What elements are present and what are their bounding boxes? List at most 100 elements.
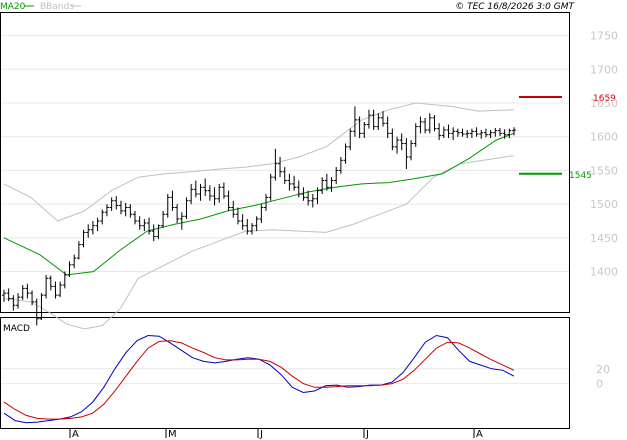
ohlc-bar	[67, 261, 72, 277]
bband-lower-line	[3, 155, 515, 330]
ohlc-bar	[109, 197, 114, 211]
ohlc-bar	[469, 128, 474, 139]
ohlc-bar	[306, 190, 311, 206]
ohlc-bar	[179, 212, 184, 230]
ohlc-bar	[455, 128, 460, 137]
ohlc-bar	[72, 254, 77, 269]
price-tick-label: 1450	[590, 232, 618, 245]
ohlc-bar	[488, 129, 493, 139]
ohlc-bar	[292, 175, 297, 191]
ohlc-bar	[151, 224, 156, 242]
ohlc-bar	[413, 123, 418, 147]
bollinger-bands	[3, 102, 515, 330]
ohlc-bar	[95, 217, 100, 232]
ohlc-bar	[437, 123, 442, 141]
ohlc-bar	[226, 190, 231, 211]
ohlc-bar	[259, 204, 264, 224]
macd-gridlines	[1, 368, 569, 385]
ohlc-bar	[348, 128, 353, 151]
month-label: J	[259, 429, 263, 440]
ohlc-bar	[235, 207, 240, 225]
ohlc-bar	[39, 293, 44, 321]
ohlc-bar	[30, 290, 35, 306]
ohlc-bar	[184, 197, 189, 219]
ohlc-bar	[273, 148, 278, 181]
macd-y-axis: 200	[596, 363, 610, 391]
ohlc-bar	[147, 217, 152, 235]
ohlc-bar	[460, 128, 465, 137]
ohlc-bar	[118, 200, 123, 215]
ohlc-bar	[240, 214, 245, 230]
ohlc-bar	[427, 113, 432, 134]
ohlc-bar	[446, 124, 451, 139]
support-label: 1545	[569, 171, 592, 181]
support-resistance-levels: 1659 1545	[519, 94, 616, 181]
legend-bbands: BBands	[40, 2, 74, 12]
ohlc-bar	[371, 109, 376, 130]
ohlc-bar	[497, 127, 502, 137]
ohlc-bar	[189, 183, 194, 205]
ohlc-bar	[512, 127, 516, 136]
month-label: M	[168, 429, 177, 440]
ohlc-bar	[11, 295, 16, 311]
ohlc-bar	[217, 183, 222, 203]
macd-title: MACD	[3, 324, 30, 334]
ohlc-bar	[123, 202, 128, 217]
ohlc-bar	[133, 210, 138, 225]
ohlc-bar	[343, 143, 348, 164]
ohlc-bar	[249, 223, 254, 235]
ohlc-bar	[329, 177, 334, 192]
ohlc-bar	[296, 180, 301, 198]
ohlc-bar	[287, 173, 292, 191]
ohlc-bar	[114, 196, 119, 210]
ma20-path	[3, 132, 515, 276]
price-panel-frame	[0, 12, 570, 313]
month-label: A	[476, 429, 483, 440]
ohlc-bar	[203, 178, 208, 197]
ohlc-bar	[6, 288, 11, 302]
ohlc-bar	[128, 204, 133, 218]
ohlc-bar	[44, 274, 49, 299]
copyright-text: © TEC 16/8/2026 3:0 GMT	[455, 2, 575, 12]
ohlc-bar	[324, 173, 329, 191]
price-tick-label: 1700	[590, 63, 618, 76]
ohlc-bar	[390, 128, 395, 151]
ohlc-bar	[479, 129, 484, 139]
ohlc-bar	[34, 298, 39, 326]
ohlc-bar	[366, 109, 371, 129]
price-y-axis: 1750 1700 1650 1600 1550 1500 1450 1400	[590, 30, 618, 279]
ohlc-bar	[362, 121, 367, 139]
ohlc-bar	[301, 187, 306, 201]
price-tick-label: 1600	[590, 131, 618, 144]
ohlc-bar	[86, 224, 91, 238]
ohlc-bar	[212, 187, 217, 206]
legend-ma20: MA20	[0, 2, 26, 12]
ohlc-bar	[104, 204, 109, 217]
ohlc-bar	[142, 218, 147, 232]
ohlc-bar	[418, 116, 423, 134]
ohlc-bar	[2, 289, 6, 302]
ohlc-bar	[399, 133, 404, 151]
month-label: J	[365, 429, 369, 440]
ohlc-bar	[357, 116, 362, 139]
price-tick-label: 1650	[590, 97, 618, 110]
ohlc-bar	[16, 293, 21, 309]
ohlc-bar	[165, 194, 170, 218]
ohlc-bar	[432, 115, 437, 132]
macd-tick-label: 20	[596, 363, 610, 376]
ohlc-bar	[493, 127, 498, 137]
ohlc-bar	[278, 156, 283, 178]
price-tick-label: 1500	[590, 198, 618, 211]
ohlc-bar	[502, 129, 507, 139]
ohlc-bar	[100, 209, 105, 225]
ohlc-bar	[395, 136, 400, 154]
ohlc-bar	[451, 127, 456, 141]
price-tick-label: 1550	[590, 164, 618, 177]
month-label: A	[72, 429, 79, 440]
ohlc-bar	[254, 216, 259, 232]
ohlc-bar	[170, 190, 175, 211]
ohlc-bar	[423, 117, 428, 134]
ohlc-bar	[441, 126, 446, 139]
